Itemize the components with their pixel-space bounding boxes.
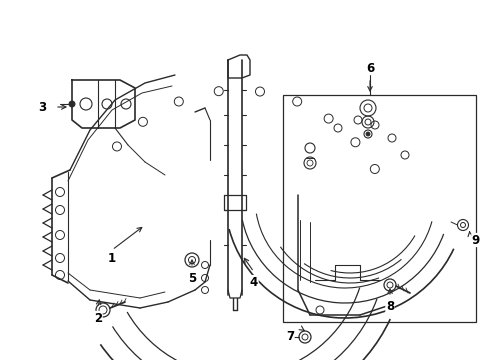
Bar [283, 95, 476, 322]
Text: 5: 5 [188, 271, 196, 284]
Text: 2: 2 [94, 311, 102, 324]
Circle shape [366, 132, 370, 136]
Text: 7: 7 [286, 330, 294, 343]
Text: 9: 9 [472, 234, 480, 247]
Text: 3: 3 [38, 100, 46, 113]
Text: 8: 8 [386, 301, 394, 314]
Text: 6: 6 [366, 62, 374, 75]
Circle shape [69, 101, 75, 107]
Text: 1: 1 [108, 252, 116, 265]
Text: 4: 4 [250, 275, 258, 288]
